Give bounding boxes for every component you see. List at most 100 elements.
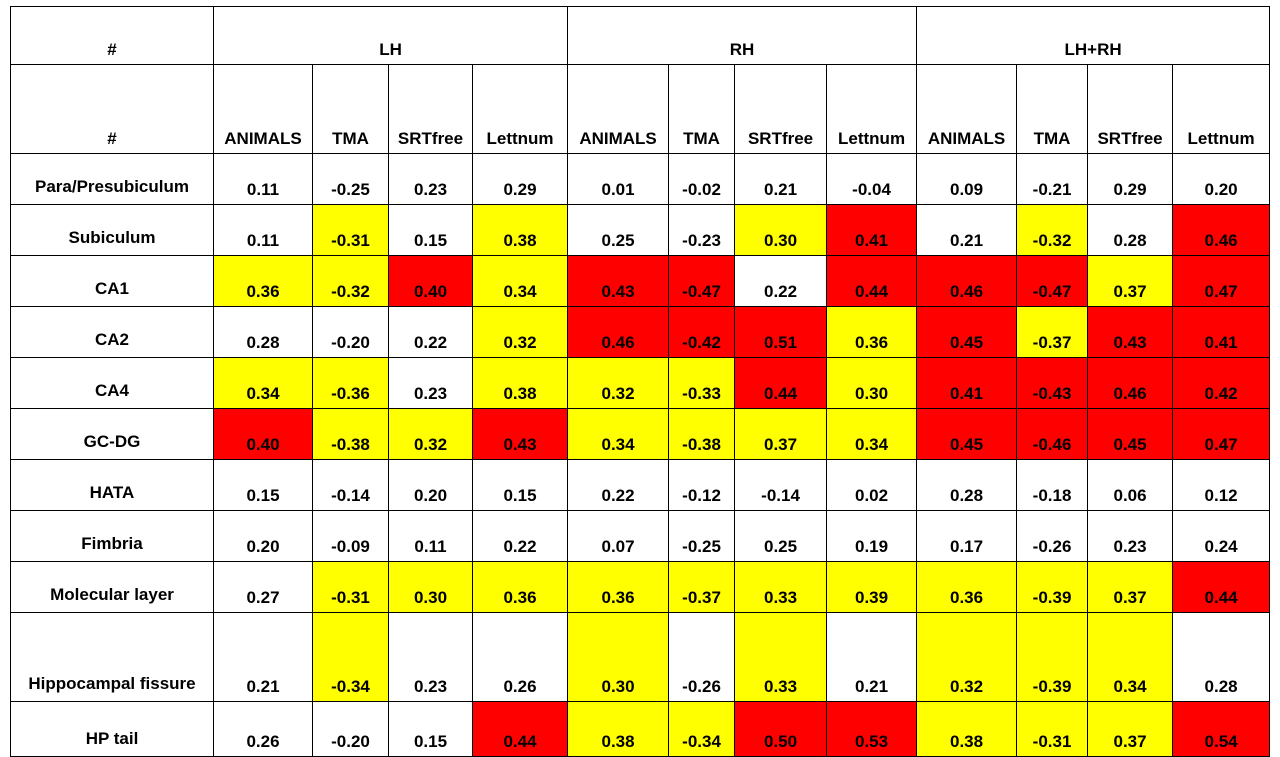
value-cell: 0.39 [826,561,918,613]
row-label: HP tail [10,701,214,757]
value-cell: 0.34 [471,255,569,307]
row-label: HATA [10,459,214,511]
value-cell: 0.34 [567,408,670,460]
value-cell: -0.39 [1016,561,1089,613]
value-cell: 0.46 [916,255,1018,307]
table-row: Molecular layer 0.27 -0.31 0.30 0.36 0.36 -0.3… [10,561,1271,613]
value-cell: 0.15 [388,204,473,256]
measure-header: TMA [1016,64,1089,154]
value-cell: 0.30 [567,612,670,702]
value-cell: -0.37 [1016,306,1089,358]
value-cell: 0.34 [826,408,918,460]
value-cell: 0.21 [213,612,313,702]
value-cell: 0.06 [1087,459,1174,511]
table-row: Para/Presubiculum 0.11 -0.25 0.23 0.29 0.01 -0… [10,153,1271,205]
value-cell: 0.37 [1087,561,1174,613]
measure-header: Lettnum [1172,64,1271,154]
value-cell: 0.44 [1172,561,1271,613]
value-cell: 0.46 [1172,204,1271,256]
value-cell: -0.38 [312,408,389,460]
measure-header: Lettnum [471,64,569,154]
value-cell: 0.47 [1172,408,1271,460]
value-cell: 0.37 [1087,701,1174,757]
measure-header: ANIMALS [567,64,670,154]
value-cell: 0.26 [213,701,313,757]
value-cell: 0.38 [567,701,670,757]
value-cell: 0.19 [826,510,918,562]
value-cell: 0.36 [213,255,313,307]
value-cell: 0.28 [916,459,1018,511]
value-cell: 0.22 [734,255,828,307]
value-cell: -0.33 [668,357,736,409]
value-cell: -0.14 [312,459,389,511]
value-cell: 0.11 [213,153,313,205]
value-cell: 0.41 [1172,306,1271,358]
value-cell: 0.36 [826,306,918,358]
value-cell: -0.32 [1016,204,1089,256]
value-cell: 0.22 [388,306,473,358]
row-label: Hippocampal fissure [10,612,214,702]
value-cell: -0.47 [668,255,736,307]
value-cell: 0.12 [1172,459,1271,511]
row-label: CA4 [10,357,214,409]
value-cell: 0.51 [734,306,828,358]
value-cell: 0.28 [213,306,313,358]
row-label: Fimbria [10,510,214,562]
value-cell: -0.25 [668,510,736,562]
value-cell: 0.43 [1087,306,1174,358]
value-cell: 0.54 [1172,701,1271,757]
value-cell: 0.38 [471,204,569,256]
table-row: GC-DG 0.40 -0.38 0.32 0.43 0.34 -0.38 0.37 0.34 0… [10,408,1271,460]
value-cell: 0.02 [826,459,918,511]
value-cell: 0.46 [1087,357,1174,409]
value-cell: -0.04 [826,153,918,205]
value-cell: -0.43 [1016,357,1089,409]
measure-header: TMA [668,64,736,154]
value-cell: 0.22 [567,459,670,511]
value-cell: 0.27 [213,561,313,613]
group-header-row: # LH RH LH+RH [10,6,1271,65]
value-cell: 0.38 [471,357,569,409]
value-cell: 0.32 [388,408,473,460]
value-cell: -0.25 [312,153,389,205]
value-cell: 0.41 [826,204,918,256]
measure-header: SRTfree [388,64,473,154]
value-cell: 0.28 [1087,204,1174,256]
value-cell: -0.34 [312,612,389,702]
value-cell: 0.21 [916,204,1018,256]
value-cell: 0.24 [1172,510,1271,562]
value-cell: 0.36 [471,561,569,613]
row-label: GC-DG [10,408,214,460]
measure-header: SRTfree [1087,64,1174,154]
value-cell: -0.09 [312,510,389,562]
value-cell: 0.33 [734,561,828,613]
value-cell: 0.47 [1172,255,1271,307]
value-cell: 0.40 [213,408,313,460]
measure-header: TMA [312,64,389,154]
group-header-lh-rh: LH+RH [916,6,1271,65]
value-cell: 0.20 [213,510,313,562]
table-row: CA1 0.36 -0.32 0.40 0.34 0.43 -0.47 0.22 0.44 0.4… [10,255,1271,307]
value-cell: 0.29 [1087,153,1174,205]
value-cell: -0.38 [668,408,736,460]
value-cell: 0.32 [916,612,1018,702]
row-label: Subiculum [10,204,214,256]
group-header-lh: LH [212,6,569,65]
correlation-table: # LH RH LH+RH # ANIMALS TMA SRTfree Lett… [10,6,1271,757]
value-cell: 0.34 [213,357,313,409]
table-row: Hippocampal fissure 0.21 -0.34 0.23 0.26 0.30… [10,612,1271,702]
value-cell: 0.32 [567,357,670,409]
value-cell: 0.26 [471,612,569,702]
measure-header: Lettnum [826,64,918,154]
value-cell: 0.29 [471,153,569,205]
value-cell: 0.44 [734,357,828,409]
table-row: CA4 0.34 -0.36 0.23 0.38 0.32 -0.33 0.44 0.30 0.4… [10,357,1271,409]
value-cell: -0.37 [668,561,736,613]
value-cell: 0.50 [734,701,828,757]
value-cell: 0.45 [916,306,1018,358]
value-cell: 0.23 [388,357,473,409]
value-cell: 0.11 [388,510,473,562]
value-cell: 0.21 [734,153,828,205]
measure-header: ANIMALS [916,64,1018,154]
measure-header-row: # ANIMALS TMA SRTfree Lettnum ANIMALS TM… [10,64,1271,154]
